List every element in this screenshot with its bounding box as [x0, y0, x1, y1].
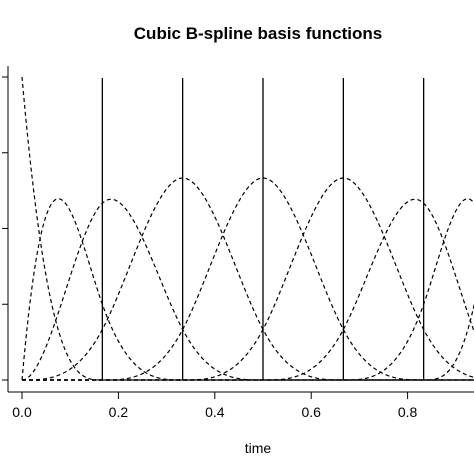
x-axis-label: time: [245, 440, 272, 456]
basis-function-curve: [22, 177, 474, 381]
x-tick-label: 0.8: [398, 404, 418, 420]
x-tick-label: 0.0: [12, 404, 32, 420]
knot-lines: [101, 78, 425, 380]
plot-area: [7, 66, 474, 393]
basis-curves: [21, 76, 474, 381]
basis-function-curve: [21, 198, 474, 381]
x-tick-label: 0.6: [301, 404, 321, 420]
y-axis: [2, 76, 8, 381]
x-tick-label: 0.2: [109, 404, 129, 420]
x-tick-label: 0.4: [205, 404, 225, 420]
x-axis: 0.0 0.2 0.4 0.6 0.8: [12, 392, 418, 420]
basis-function-curve: [21, 76, 474, 381]
basis-function-curve: [22, 302, 474, 381]
chart-title: Cubic B-spline basis functions: [134, 24, 382, 43]
